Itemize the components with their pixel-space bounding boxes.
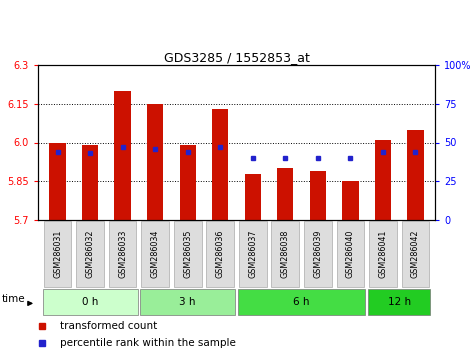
- FancyBboxPatch shape: [43, 290, 138, 315]
- Text: GSM286037: GSM286037: [248, 230, 257, 278]
- FancyBboxPatch shape: [238, 290, 365, 315]
- Bar: [114, 91, 131, 220]
- Text: transformed count: transformed count: [60, 321, 157, 331]
- Text: 6 h: 6 h: [293, 297, 310, 307]
- Bar: [212, 109, 228, 220]
- FancyBboxPatch shape: [174, 221, 201, 287]
- Bar: [375, 140, 391, 220]
- FancyBboxPatch shape: [76, 221, 104, 287]
- FancyBboxPatch shape: [44, 221, 71, 287]
- Text: GSM286039: GSM286039: [313, 230, 323, 278]
- FancyBboxPatch shape: [141, 221, 169, 287]
- FancyBboxPatch shape: [368, 290, 430, 315]
- FancyBboxPatch shape: [337, 221, 364, 287]
- Bar: [147, 104, 163, 220]
- FancyBboxPatch shape: [369, 221, 397, 287]
- Bar: [180, 145, 196, 220]
- Text: GSM286036: GSM286036: [216, 230, 225, 278]
- Text: GSM286038: GSM286038: [281, 230, 290, 278]
- Bar: [49, 143, 66, 220]
- Text: percentile rank within the sample: percentile rank within the sample: [60, 338, 236, 348]
- Text: time: time: [2, 294, 26, 304]
- Bar: [82, 145, 98, 220]
- Text: GSM286040: GSM286040: [346, 230, 355, 278]
- Bar: [342, 181, 359, 220]
- Bar: [277, 169, 293, 220]
- Text: GSM286041: GSM286041: [378, 230, 387, 278]
- Text: 0 h: 0 h: [82, 297, 98, 307]
- Text: GSM286034: GSM286034: [150, 230, 160, 278]
- Text: GSM286031: GSM286031: [53, 230, 62, 278]
- Text: GSM286033: GSM286033: [118, 230, 127, 278]
- FancyBboxPatch shape: [109, 221, 136, 287]
- FancyBboxPatch shape: [140, 290, 235, 315]
- Text: GSM286042: GSM286042: [411, 230, 420, 278]
- Text: GSM286032: GSM286032: [86, 230, 95, 278]
- Bar: [407, 130, 424, 220]
- Bar: [245, 173, 261, 220]
- Text: 12 h: 12 h: [388, 297, 411, 307]
- Bar: [310, 171, 326, 220]
- FancyBboxPatch shape: [206, 221, 234, 287]
- FancyBboxPatch shape: [304, 221, 332, 287]
- FancyBboxPatch shape: [272, 221, 299, 287]
- FancyBboxPatch shape: [239, 221, 267, 287]
- Text: 3 h: 3 h: [179, 297, 196, 307]
- FancyBboxPatch shape: [402, 221, 429, 287]
- Title: GDS3285 / 1552853_at: GDS3285 / 1552853_at: [164, 51, 309, 64]
- Text: GSM286035: GSM286035: [183, 230, 192, 278]
